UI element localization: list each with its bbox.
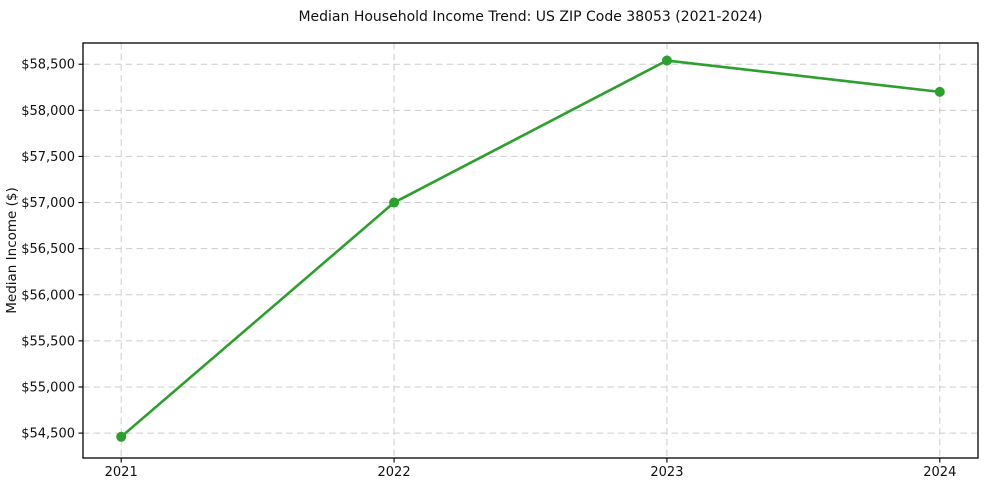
y-tick-label: $56,000 bbox=[21, 288, 75, 303]
y-tick-label: $58,000 bbox=[21, 104, 75, 119]
series-layer bbox=[116, 55, 945, 442]
x-tick-label: 2023 bbox=[650, 465, 683, 480]
chart-title: Median Household Income Trend: US ZIP Co… bbox=[298, 9, 762, 25]
data-point-2023 bbox=[661, 55, 672, 66]
y-tick-label: $58,500 bbox=[21, 58, 75, 73]
y-tick-label: $55,000 bbox=[21, 380, 75, 395]
y-tick-label: $56,500 bbox=[21, 242, 75, 257]
data-point-2022 bbox=[389, 197, 400, 208]
y-tick-label: $54,500 bbox=[21, 427, 75, 442]
trend-line bbox=[119, 59, 942, 439]
grid-layer bbox=[83, 43, 978, 458]
axes-layer: $54,500 $55,000 $55,500 $56,000 $56,500 $57,0… bbox=[21, 42, 979, 480]
data-point-2024 bbox=[934, 86, 945, 97]
y-axis-label: Median Income ($) bbox=[4, 187, 20, 313]
x-tick-label: 2021 bbox=[105, 465, 138, 480]
y-tick-label: $55,500 bbox=[21, 334, 75, 349]
data-point-2021 bbox=[116, 431, 127, 442]
y-tick-label: $57,000 bbox=[21, 196, 75, 211]
plot-border bbox=[82, 42, 979, 459]
y-tick-label: $57,500 bbox=[21, 150, 75, 165]
x-tick-label: 2024 bbox=[923, 465, 956, 480]
x-tick-label: 2022 bbox=[378, 465, 411, 480]
